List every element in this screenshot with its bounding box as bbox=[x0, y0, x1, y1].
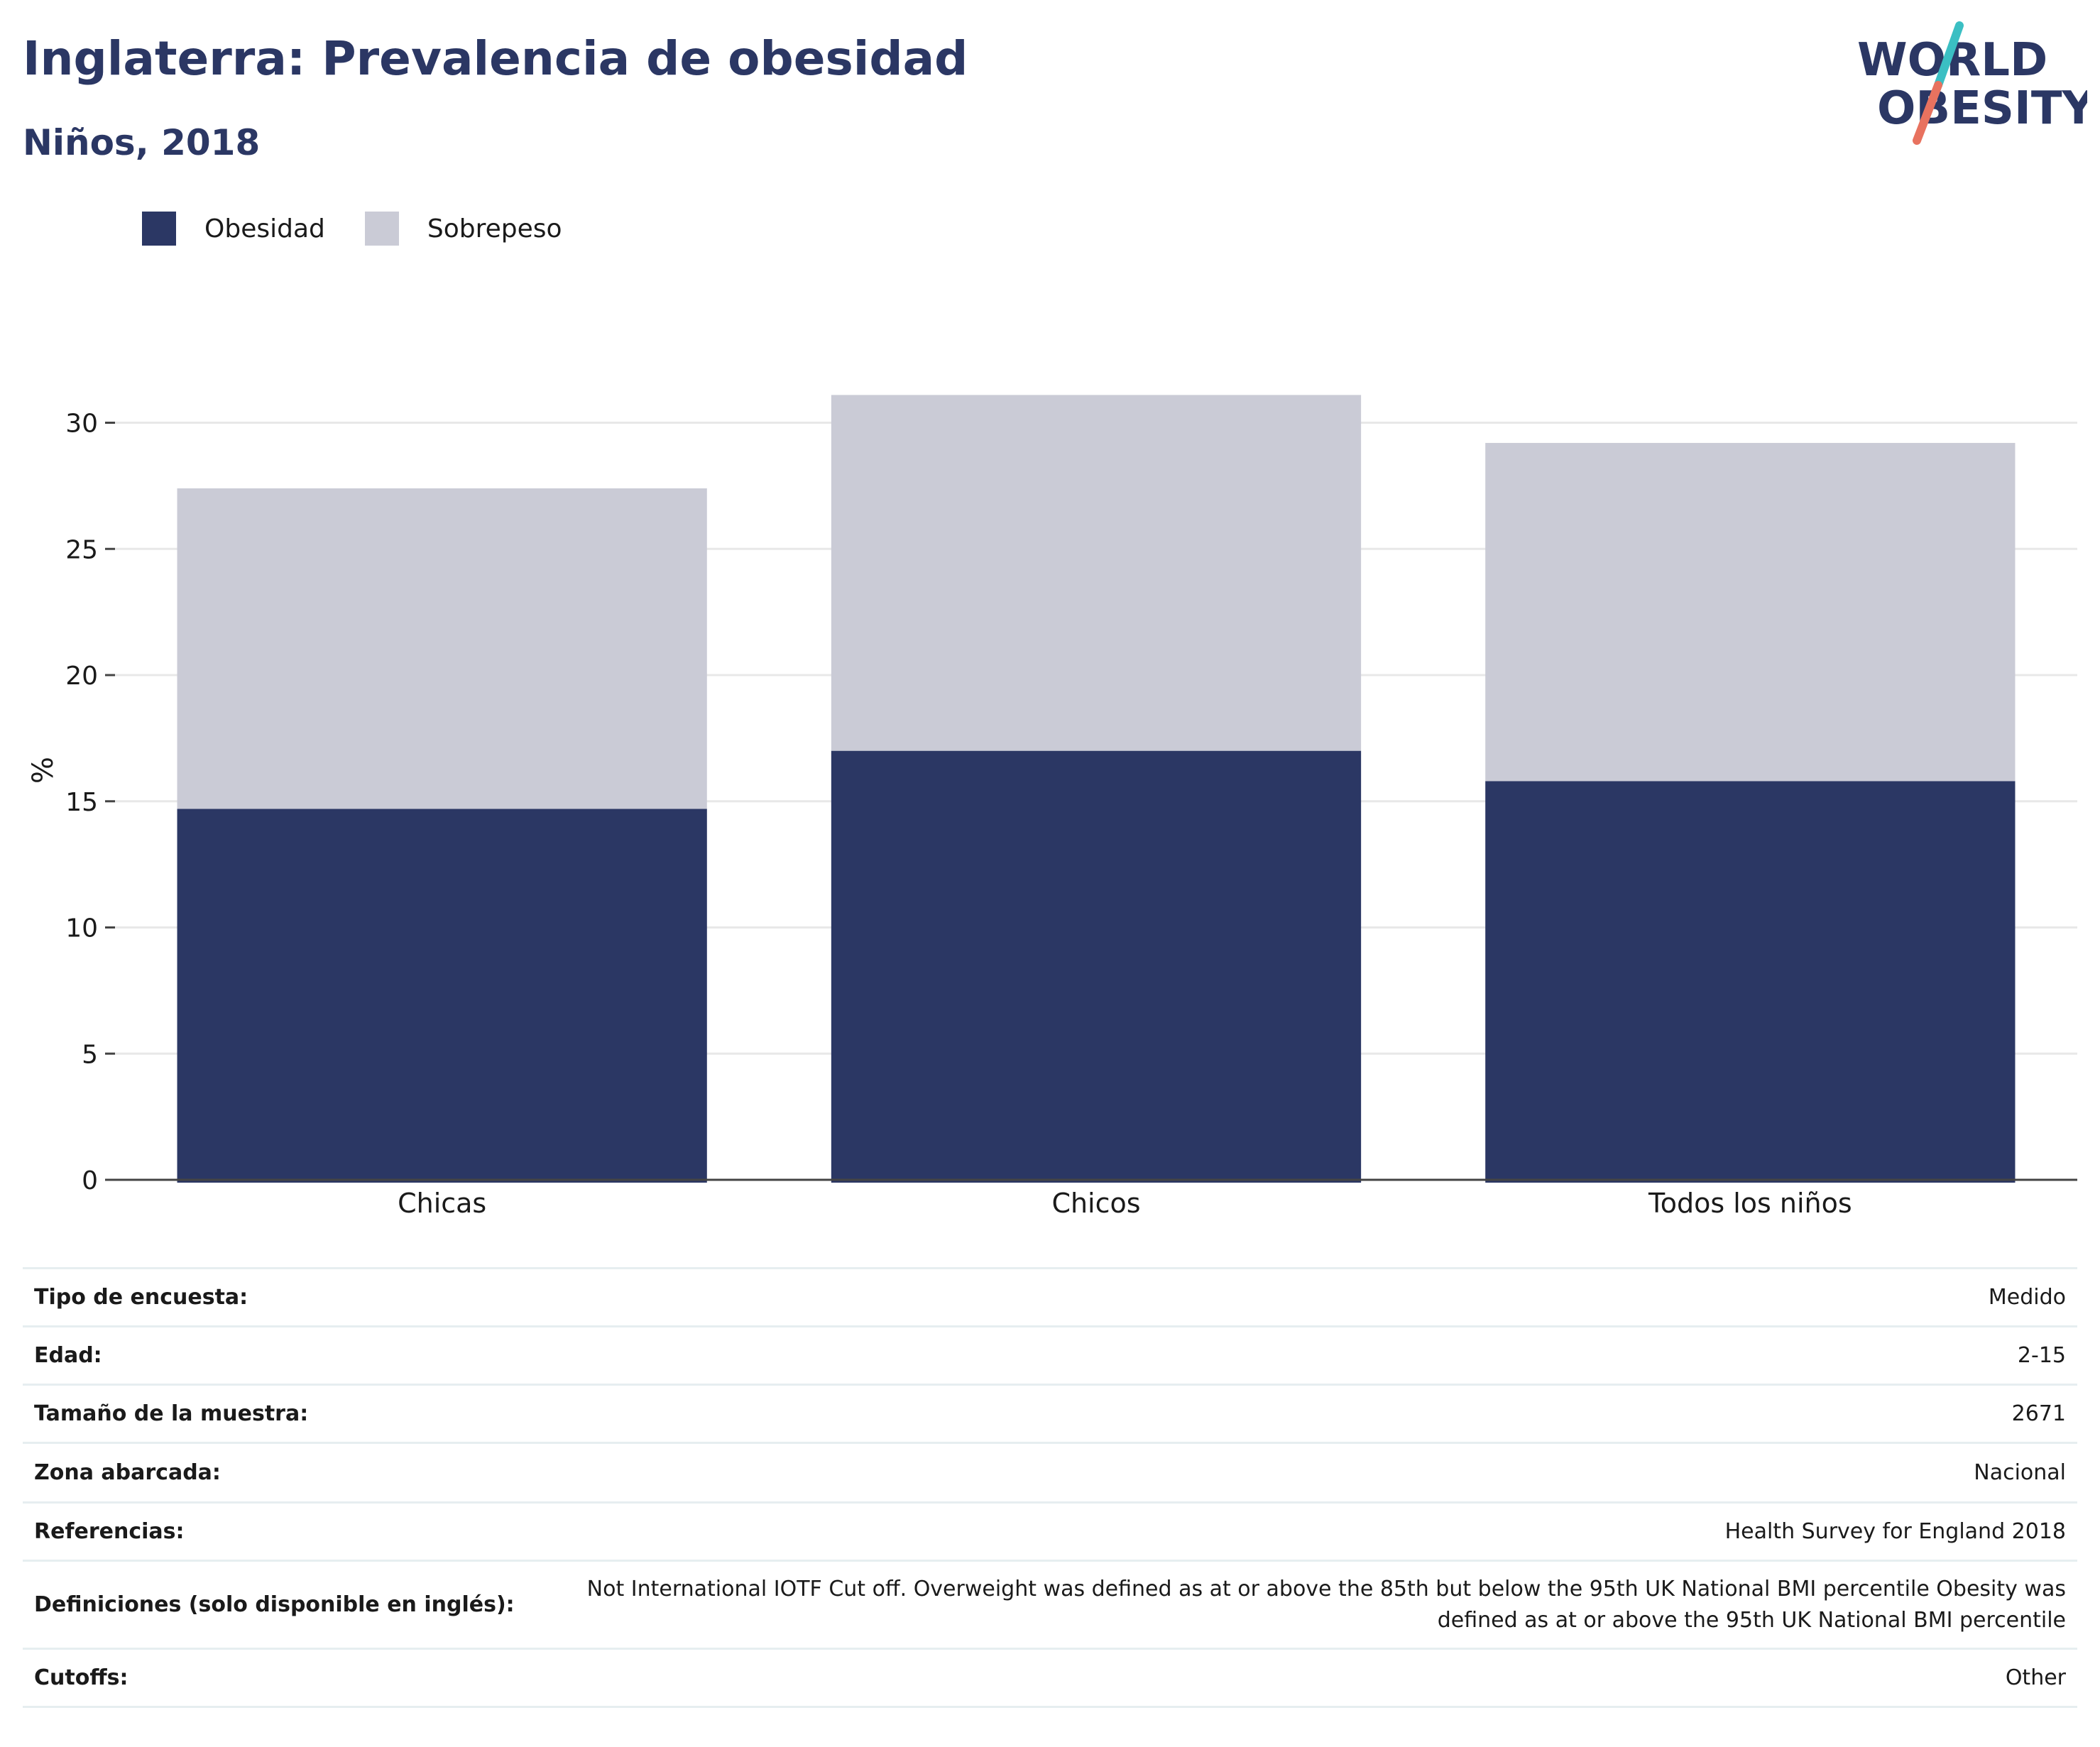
info-row: Referencias: Health Survey for England 20… bbox=[23, 1504, 2077, 1562]
legend-item-overweight[interactable]: Sobrepeso bbox=[364, 212, 562, 246]
y-tick-label: 25 bbox=[65, 535, 98, 564]
info-value: Health Survey for England 2018 bbox=[1724, 1518, 2066, 1544]
y-tick-label: 0 bbox=[82, 1166, 98, 1195]
info-label: Zona abarcada: bbox=[34, 1460, 221, 1485]
y-tick-label: 20 bbox=[65, 662, 98, 691]
info-label: Edad: bbox=[34, 1343, 102, 1368]
bar-obesity-1 bbox=[831, 750, 1362, 1183]
bar-obesity-0 bbox=[177, 809, 707, 1183]
page-title: Inglaterra: Prevalencia de obesidad bbox=[23, 31, 968, 86]
info-value: Medido bbox=[1988, 1284, 2066, 1310]
bar-overweight-1 bbox=[831, 395, 1362, 751]
y-axis-label: % bbox=[27, 757, 60, 784]
x-tick-label: Todos los niños bbox=[1648, 1188, 1852, 1219]
info-label: Tamaño de la muestra: bbox=[34, 1401, 309, 1426]
info-label: Definiciones (solo disponible en inglés)… bbox=[34, 1592, 515, 1617]
info-value: Other bbox=[2005, 1665, 2066, 1690]
info-label: Tipo de encuesta: bbox=[34, 1285, 248, 1310]
info-value: 2-15 bbox=[2017, 1342, 2066, 1368]
logo-line-2: OBESITY bbox=[1877, 82, 2087, 135]
info-label: Cutoffs: bbox=[34, 1665, 128, 1690]
bar-obesity-2 bbox=[1485, 781, 2016, 1183]
info-value: 2671 bbox=[2011, 1401, 2066, 1426]
chart-legend: Obesidad Sobrepeso bbox=[142, 212, 602, 246]
y-tick-label: 5 bbox=[82, 1040, 98, 1069]
info-row: Tipo de encuesta: Medido bbox=[23, 1269, 2077, 1327]
legend-swatch-overweight bbox=[364, 212, 399, 246]
info-row: Tamaño de la muestra: 2671 bbox=[23, 1386, 2077, 1444]
info-row: Cutoffs: Other bbox=[23, 1650, 2077, 1708]
info-row: Zona abarcada: Nacional bbox=[23, 1444, 2077, 1504]
survey-info-table: Tipo de encuesta: Medido Edad: 2-15 Tamaño d… bbox=[23, 1267, 2077, 1708]
logo-slash-teal bbox=[1934, 21, 1964, 89]
legend-swatch-obesity bbox=[142, 212, 176, 246]
page-subtitle: Niños, 2018 bbox=[23, 122, 261, 163]
x-tick-label: Chicas bbox=[398, 1188, 486, 1219]
legend-label-obesity: Obesidad bbox=[204, 214, 325, 243]
bar-overweight-0 bbox=[177, 488, 707, 809]
bar-overweight-2 bbox=[1485, 442, 2016, 782]
info-value: Not International IOTF Cut off. Overweig… bbox=[586, 1576, 2066, 1633]
stacked-bar-chart: 0 5 10 15 20 25 30% Chicas Chicos Todos los niños bbox=[27, 395, 2077, 1219]
info-label: Referencias: bbox=[34, 1519, 185, 1544]
info-value: Nacional bbox=[1974, 1460, 2066, 1485]
y-tick-label: 30 bbox=[65, 410, 98, 439]
legend-label-overweight: Sobrepeso bbox=[427, 214, 562, 243]
y-tick-label: 15 bbox=[65, 788, 98, 817]
logo-slash-red bbox=[1913, 81, 1942, 145]
y-tick-label: 10 bbox=[65, 914, 98, 943]
info-row: Definiciones (solo disponible en inglés)… bbox=[23, 1562, 2077, 1650]
legend-item-obesity[interactable]: Obesidad bbox=[142, 212, 325, 246]
info-row: Edad: 2-15 bbox=[23, 1327, 2077, 1386]
x-tick-label: Chicos bbox=[1051, 1188, 1140, 1219]
world-obesity-logo: WORLD OBESITY bbox=[1857, 21, 2087, 145]
